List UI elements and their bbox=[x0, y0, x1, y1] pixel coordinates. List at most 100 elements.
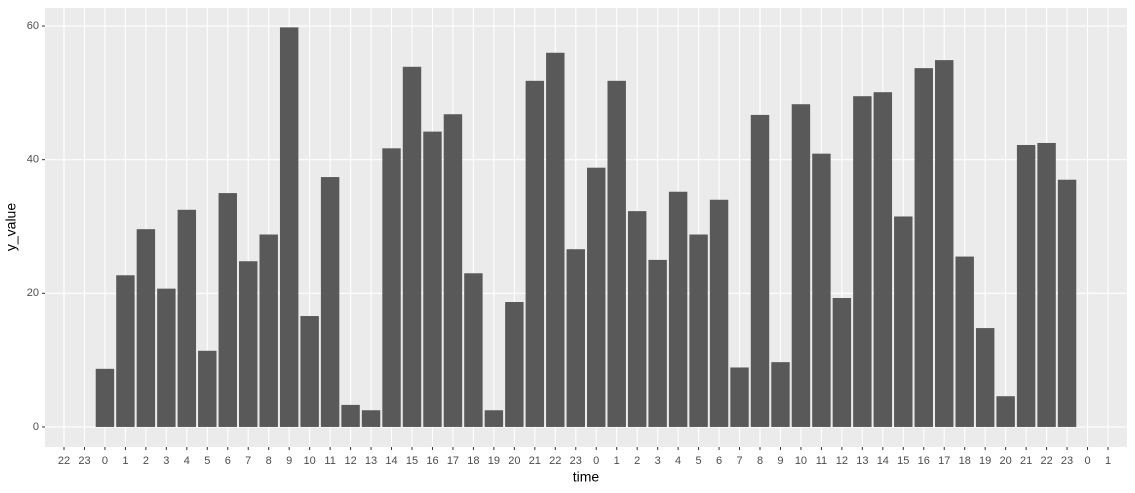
x-tick-label: 21 bbox=[1020, 455, 1032, 467]
x-tick-label: 11 bbox=[816, 455, 827, 467]
y-tick-label: 0 bbox=[33, 421, 39, 433]
x-tick-label: 13 bbox=[856, 455, 868, 467]
x-tick-label: 22 bbox=[1040, 455, 1052, 467]
bar bbox=[464, 273, 483, 427]
x-tick-label: 23 bbox=[1061, 455, 1073, 467]
x-tick-label: 4 bbox=[675, 455, 681, 467]
x-tick-label: 23 bbox=[570, 455, 582, 467]
x-axis-title: time bbox=[573, 469, 600, 485]
x-tick-label: 8 bbox=[266, 455, 272, 467]
x-tick-label: 9 bbox=[286, 455, 292, 467]
x-tick-label: 21 bbox=[529, 455, 541, 467]
x-tick-label: 16 bbox=[426, 455, 438, 467]
bar bbox=[709, 199, 729, 427]
bar bbox=[689, 234, 708, 427]
bar bbox=[1037, 142, 1056, 427]
x-tick-label: 8 bbox=[757, 455, 763, 467]
x-tick-label: 6 bbox=[225, 455, 231, 467]
x-tick-label: 19 bbox=[979, 455, 991, 467]
bar bbox=[935, 60, 954, 427]
bar bbox=[423, 131, 442, 427]
x-tick-label: 17 bbox=[447, 455, 459, 467]
bar bbox=[259, 234, 278, 427]
bar bbox=[157, 288, 176, 427]
bar bbox=[116, 275, 135, 427]
bar bbox=[525, 80, 545, 427]
x-tick-label: 10 bbox=[304, 455, 316, 467]
x-tick-label: 10 bbox=[795, 455, 807, 467]
x-tick-label: 4 bbox=[184, 455, 190, 467]
x-tick-label: 12 bbox=[836, 455, 848, 467]
x-tick-label: 1 bbox=[614, 455, 620, 467]
bar bbox=[320, 177, 340, 427]
bar bbox=[648, 259, 667, 427]
bar bbox=[812, 153, 831, 427]
x-tick-label: 16 bbox=[918, 455, 930, 467]
bar bbox=[402, 66, 422, 427]
bar bbox=[382, 148, 401, 427]
x-tick-label: 22 bbox=[58, 455, 70, 467]
x-tick-label: 0 bbox=[1084, 455, 1090, 467]
x-tick-label: 6 bbox=[716, 455, 722, 467]
x-tick-label: 3 bbox=[655, 455, 661, 467]
bar bbox=[832, 297, 852, 427]
x-tick-label: 11 bbox=[324, 455, 335, 467]
x-tick-label: 2 bbox=[143, 455, 149, 467]
x-tick-label: 0 bbox=[593, 455, 599, 467]
bar bbox=[239, 261, 258, 427]
x-tick-label: 5 bbox=[696, 455, 702, 467]
bar bbox=[300, 316, 319, 427]
x-tick-label: 9 bbox=[777, 455, 783, 467]
bar bbox=[1057, 179, 1077, 427]
bar bbox=[546, 52, 565, 427]
x-tick-label: 20 bbox=[508, 455, 520, 467]
x-tick-label: 18 bbox=[959, 455, 971, 467]
bar bbox=[177, 209, 197, 427]
x-tick-label: 14 bbox=[385, 455, 397, 467]
x-tick-label: 3 bbox=[163, 455, 169, 467]
bar bbox=[914, 68, 933, 427]
bar bbox=[587, 167, 606, 427]
x-tick-label: 1 bbox=[1105, 455, 1111, 467]
bar bbox=[771, 362, 790, 427]
bar bbox=[484, 410, 504, 427]
bar bbox=[198, 350, 217, 427]
x-tick-label: 0 bbox=[102, 455, 108, 467]
bar bbox=[566, 249, 585, 427]
x-tick-label: 7 bbox=[736, 455, 742, 467]
bar bbox=[218, 193, 237, 427]
bar bbox=[730, 367, 749, 427]
x-tick-label: 5 bbox=[204, 455, 210, 467]
bar bbox=[873, 92, 893, 427]
x-tick-label: 12 bbox=[344, 455, 356, 467]
bar bbox=[136, 229, 156, 427]
bar bbox=[750, 114, 770, 427]
x-tick-label: 1 bbox=[122, 455, 128, 467]
x-tick-label: 23 bbox=[78, 455, 90, 467]
bar bbox=[955, 256, 974, 427]
bar bbox=[505, 302, 524, 427]
bar bbox=[894, 216, 913, 427]
y-tick-label: 60 bbox=[27, 20, 39, 32]
bar bbox=[975, 328, 995, 427]
bar bbox=[996, 396, 1015, 427]
bar bbox=[607, 80, 626, 427]
x-tick-label: 19 bbox=[488, 455, 500, 467]
x-tick-label: 15 bbox=[897, 455, 909, 467]
bar bbox=[853, 96, 872, 427]
bar bbox=[1016, 144, 1036, 427]
x-tick-label: 15 bbox=[406, 455, 418, 467]
x-tick-label: 13 bbox=[365, 455, 377, 467]
y-axis-title: y_value bbox=[3, 203, 19, 251]
y-tick-label: 20 bbox=[27, 287, 39, 299]
bar bbox=[95, 368, 115, 427]
x-tick-label: 7 bbox=[245, 455, 251, 467]
x-tick-label: 14 bbox=[877, 455, 889, 467]
x-tick-label: 17 bbox=[938, 455, 950, 467]
bar bbox=[279, 27, 299, 427]
y-tick-label: 40 bbox=[27, 154, 39, 166]
bar bbox=[668, 191, 688, 427]
bar bbox=[627, 211, 647, 427]
x-tick-label: 20 bbox=[1000, 455, 1012, 467]
